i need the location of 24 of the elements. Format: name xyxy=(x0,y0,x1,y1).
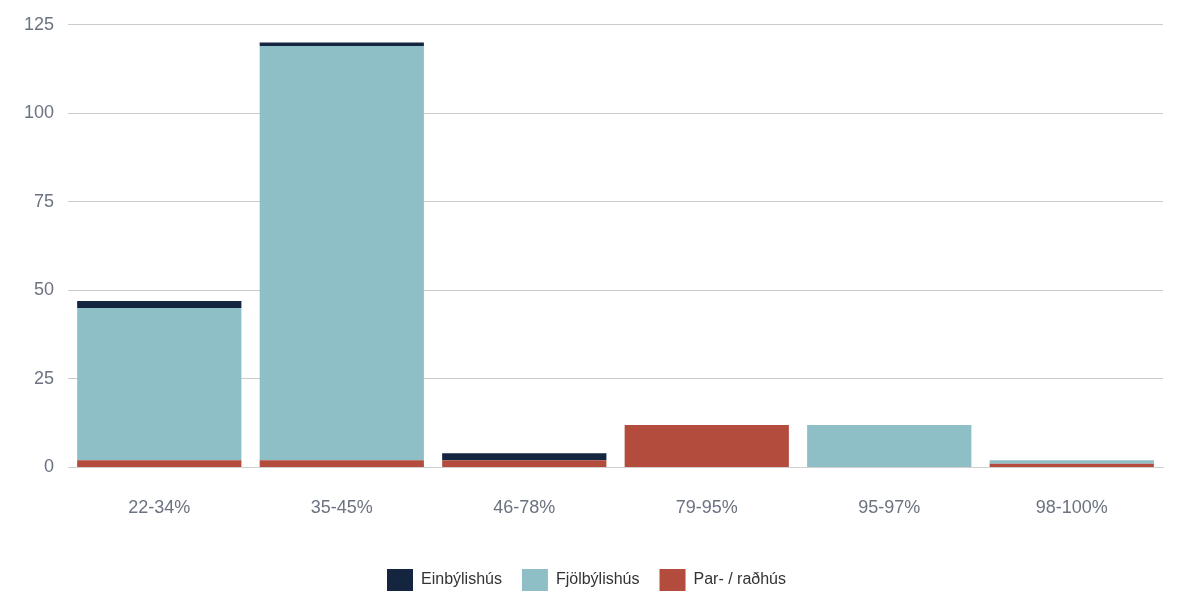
x-tick-label: 95-97% xyxy=(858,497,921,518)
x-tick-label: 35-45% xyxy=(310,497,373,518)
bar xyxy=(624,424,789,467)
x-tick-label: 79-95% xyxy=(675,497,738,518)
y-tick-label: 100 xyxy=(23,102,55,123)
bar xyxy=(442,453,607,461)
bar xyxy=(259,46,424,461)
legend-label: Einbýlishús xyxy=(421,570,502,588)
x-tick-label: 22-34% xyxy=(128,497,191,518)
bar xyxy=(77,300,242,309)
bar xyxy=(77,460,242,467)
bar xyxy=(259,460,424,467)
bar xyxy=(442,460,607,467)
legend-label: Fjölbýlishús xyxy=(555,570,640,588)
bar xyxy=(77,308,242,461)
y-tick-label: 0 xyxy=(44,456,55,477)
legend-label: Par- / raðhús xyxy=(693,570,786,588)
x-tick-label: 46-78% xyxy=(493,497,556,518)
bar xyxy=(807,424,972,467)
y-tick-label: 25 xyxy=(34,367,55,388)
y-tick-label: 50 xyxy=(34,279,55,300)
y-tick-label: 75 xyxy=(34,190,55,211)
x-tick-label: 98-100% xyxy=(1035,497,1108,518)
y-tick-label: 125 xyxy=(23,13,55,34)
